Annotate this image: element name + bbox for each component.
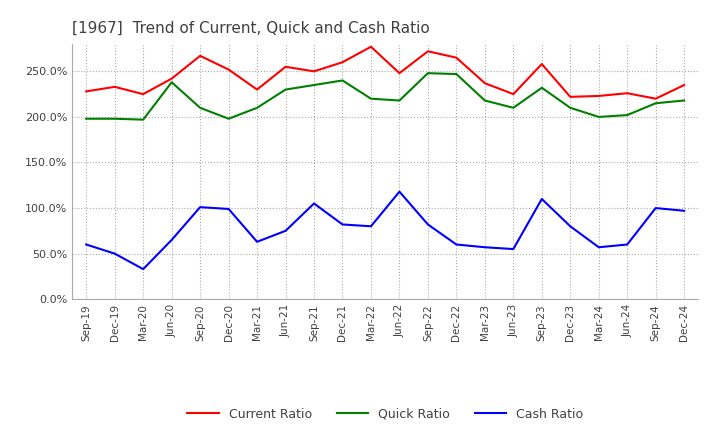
Quick Ratio: [366, 96, 375, 101]
Cash Ratio: [395, 189, 404, 194]
Cash Ratio: [623, 242, 631, 247]
Quick Ratio: [623, 113, 631, 118]
Quick Ratio: [338, 78, 347, 83]
Cash Ratio: [167, 237, 176, 242]
Current Ratio: [680, 82, 688, 88]
Quick Ratio: [537, 85, 546, 90]
Cash Ratio: [537, 196, 546, 202]
Cash Ratio: [110, 251, 119, 256]
Cash Ratio: [282, 228, 290, 234]
Cash Ratio: [310, 201, 318, 206]
Cash Ratio: [196, 205, 204, 210]
Quick Ratio: [680, 98, 688, 103]
Current Ratio: [395, 70, 404, 76]
Cash Ratio: [652, 205, 660, 211]
Cash Ratio: [480, 245, 489, 250]
Cash Ratio: [82, 242, 91, 247]
Quick Ratio: [509, 105, 518, 110]
Cash Ratio: [338, 222, 347, 227]
Current Ratio: [480, 81, 489, 86]
Text: [1967]  Trend of Current, Quick and Cash Ratio: [1967] Trend of Current, Quick and Cash …: [72, 21, 430, 36]
Quick Ratio: [196, 105, 204, 110]
Line: Current Ratio: Current Ratio: [86, 47, 684, 99]
Quick Ratio: [480, 98, 489, 103]
Quick Ratio: [282, 87, 290, 92]
Cash Ratio: [509, 246, 518, 252]
Current Ratio: [537, 62, 546, 67]
Quick Ratio: [595, 114, 603, 120]
Current Ratio: [110, 84, 119, 89]
Quick Ratio: [82, 116, 91, 121]
Quick Ratio: [225, 116, 233, 121]
Current Ratio: [595, 93, 603, 99]
Current Ratio: [253, 87, 261, 92]
Current Ratio: [423, 49, 432, 54]
Cash Ratio: [366, 224, 375, 229]
Quick Ratio: [167, 80, 176, 85]
Cash Ratio: [680, 208, 688, 213]
Current Ratio: [366, 44, 375, 49]
Legend: Current Ratio, Quick Ratio, Cash Ratio: Current Ratio, Quick Ratio, Cash Ratio: [182, 403, 588, 425]
Current Ratio: [310, 69, 318, 74]
Current Ratio: [338, 59, 347, 65]
Current Ratio: [282, 64, 290, 70]
Cash Ratio: [253, 239, 261, 245]
Current Ratio: [196, 53, 204, 59]
Quick Ratio: [253, 105, 261, 110]
Quick Ratio: [452, 71, 461, 77]
Line: Quick Ratio: Quick Ratio: [86, 73, 684, 120]
Current Ratio: [452, 55, 461, 60]
Cash Ratio: [423, 222, 432, 227]
Cash Ratio: [452, 242, 461, 247]
Cash Ratio: [595, 245, 603, 250]
Cash Ratio: [225, 206, 233, 212]
Quick Ratio: [566, 105, 575, 110]
Quick Ratio: [310, 82, 318, 88]
Current Ratio: [167, 76, 176, 81]
Current Ratio: [225, 67, 233, 72]
Quick Ratio: [423, 70, 432, 76]
Current Ratio: [509, 92, 518, 97]
Current Ratio: [82, 89, 91, 94]
Current Ratio: [652, 96, 660, 101]
Line: Cash Ratio: Cash Ratio: [86, 192, 684, 269]
Quick Ratio: [139, 117, 148, 122]
Current Ratio: [139, 92, 148, 97]
Cash Ratio: [566, 224, 575, 229]
Current Ratio: [566, 94, 575, 99]
Current Ratio: [623, 91, 631, 96]
Cash Ratio: [139, 267, 148, 272]
Quick Ratio: [652, 101, 660, 106]
Quick Ratio: [110, 116, 119, 121]
Quick Ratio: [395, 98, 404, 103]
